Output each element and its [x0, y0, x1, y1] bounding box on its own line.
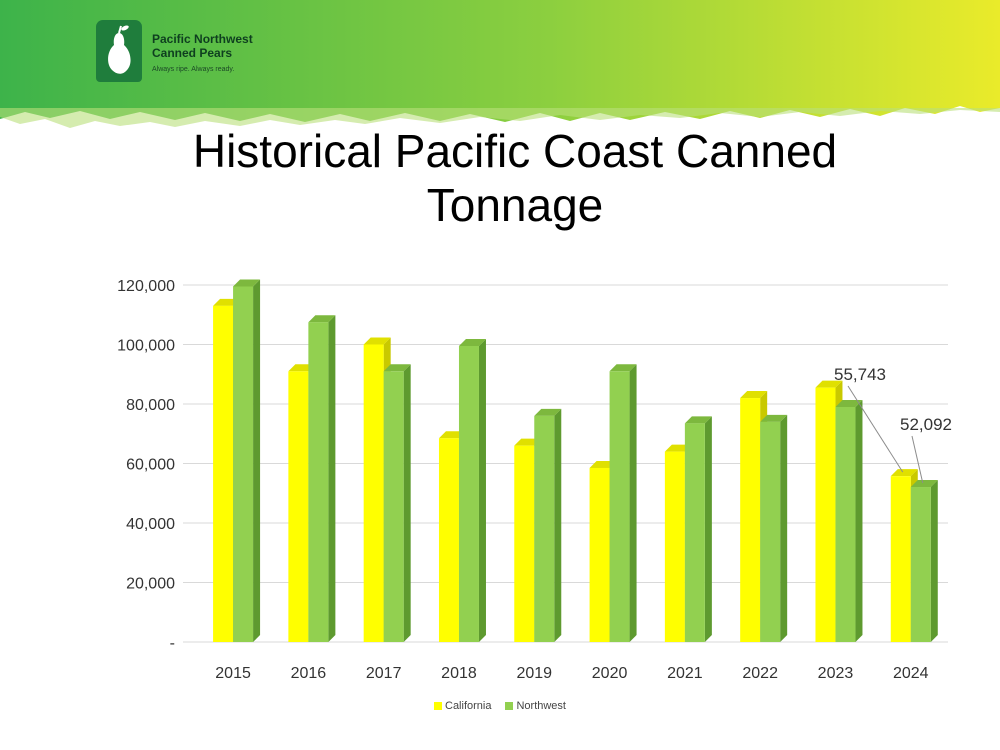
gridline-depth — [183, 642, 195, 650]
legend-item-california: California — [434, 698, 491, 714]
chart-legend: California Northwest — [0, 698, 1000, 714]
legend-swatch-northwest — [505, 702, 514, 710]
bar-northwest-2018 — [458, 338, 486, 642]
x-tick-label: 2024 — [893, 665, 929, 682]
data-label-leader — [847, 385, 904, 473]
bar-northwest-2017 — [383, 364, 411, 642]
logo: Pacific Northwest Canned Pears Always ri… — [96, 20, 336, 82]
header-banner — [0, 0, 1000, 128]
title-line-1: Historical Pacific Coast Canned — [192, 125, 838, 177]
y-tick-label: 100,000 — [117, 338, 175, 355]
bar-northwest-2023 — [835, 399, 863, 642]
legend-label-northwest: Northwest — [516, 700, 566, 712]
y-tick-label: 60,000 — [126, 457, 175, 474]
x-tick-label: 2021 — [667, 665, 703, 682]
bar-northwest-2015 — [233, 279, 261, 642]
y-tick-label: 80,000 — [126, 397, 175, 414]
data-label: 52,092 — [900, 415, 952, 434]
title-line-2: Tonnage — [426, 179, 604, 231]
legend-swatch-california — [434, 702, 442, 710]
x-tick-label: 2020 — [592, 665, 628, 682]
gridline-depth — [183, 583, 195, 591]
bar-northwest-2021 — [684, 416, 712, 642]
x-tick-label: 2018 — [441, 665, 477, 682]
x-tick-label: 2016 — [291, 665, 327, 682]
gridline-depth — [183, 464, 195, 472]
logo-tagline: Always ripe. Always ready. — [152, 66, 235, 73]
bar-northwest-2020 — [609, 364, 637, 642]
gridline-depth — [183, 285, 195, 293]
x-tick-label: 2022 — [742, 665, 778, 682]
y-tick-label: - — [170, 635, 175, 652]
x-tick-label: 2017 — [366, 665, 402, 682]
gridline-depth — [183, 404, 195, 412]
legend-item-northwest: Northwest — [505, 698, 566, 714]
page-title: Historical Pacific Coast Canned Tonnage — [100, 124, 930, 232]
pear-icon — [108, 25, 131, 74]
x-tick-label: 2015 — [215, 665, 251, 682]
gridline-depth — [183, 523, 195, 531]
bar-northwest-2024 — [910, 480, 938, 642]
y-tick-label: 20,000 — [126, 576, 175, 593]
legend-label-california: California — [445, 700, 492, 712]
bar-northwest-2016 — [308, 315, 336, 642]
y-tick-label: 120,000 — [117, 278, 175, 295]
gridline-depth — [183, 345, 195, 353]
bar-northwest-2022 — [760, 414, 788, 642]
bar-northwest-2019 — [534, 408, 562, 642]
y-tick-label: 40,000 — [126, 516, 175, 533]
data-label: 55,743 — [834, 365, 886, 384]
data-label-leader — [911, 435, 924, 484]
logo-badge — [96, 20, 142, 82]
x-tick-label: 2019 — [516, 665, 552, 682]
x-tick-label: 2023 — [818, 665, 854, 682]
logo-name: Pacific Northwest Canned Pears — [152, 32, 253, 60]
